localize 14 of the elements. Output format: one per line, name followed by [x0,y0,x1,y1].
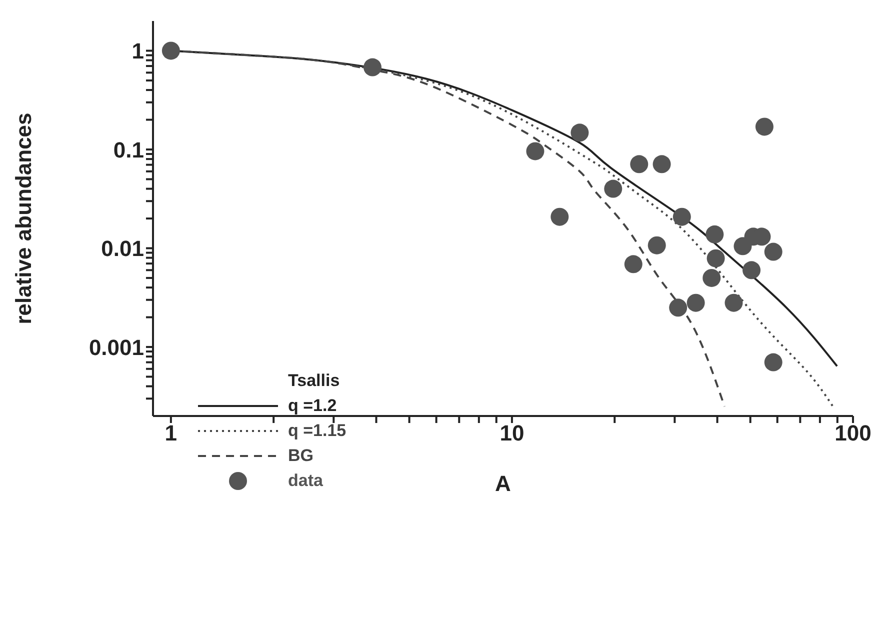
legend-title: Tsallis [288,371,341,391]
y-tick-label: 0.01 [101,236,144,262]
x-tick-label: 100 [834,420,872,446]
legend-label: q =1.2 [288,396,337,416]
y-tick-label: 0.001 [88,334,144,360]
legend-label: q =1.15 [288,420,346,440]
x-tick-label: 10 [500,420,524,446]
y-tick-label: 1 [132,38,144,64]
x-tick-label: 1 [164,420,178,446]
y-axis-title: relative abundances [10,112,36,324]
legend-label: BG [288,446,314,466]
x-axis-title: A [495,471,512,496]
y-tick-label: 0.1 [113,137,144,162]
text: data [288,470,323,490]
